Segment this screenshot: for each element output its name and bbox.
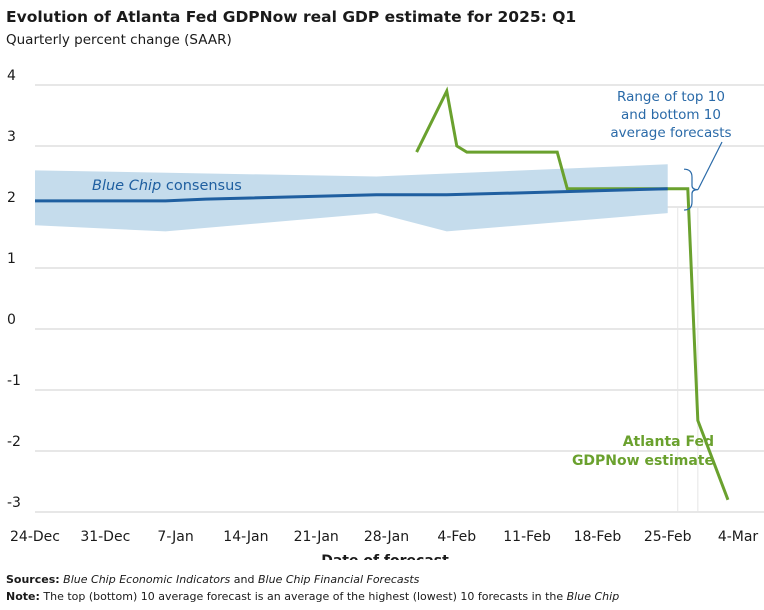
chart-subtitle: Quarterly percent change (SAAR) [6,32,232,48]
blue-chip-label: Blue Chip consensus [92,178,242,194]
note-text: The top (bottom) 10 average forecast is … [39,590,567,603]
x-tick-label: 21-Jan [294,529,339,545]
x-tick-label: 24-Dec [10,529,60,545]
gdpnow-estimate-line [415,86,730,501]
y-tick-label: 4 [7,68,16,84]
range-label-line: average forecasts [610,125,731,141]
x-tick-label: 4-Feb [437,529,476,545]
x-tick-label: 18-Feb [574,529,622,545]
footnote: Note: The top (bottom) 10 average foreca… [6,590,619,603]
y-tick-label: 1 [7,251,16,267]
forecast-range-band [35,164,668,232]
x-tick-label: 11-Feb [503,529,551,545]
range-label-line: and bottom 10 [621,107,721,123]
range-leader-line [697,141,723,190]
y-tick-label: -1 [7,373,21,389]
chart-svg: -3 -2 -1 0 1 2 3 4 24-Dec 31-Dec 7-Jan 14-Jan 21-Jan… [7,68,764,560]
x-tick-label: 14-Jan [223,529,268,545]
y-tick-label: -2 [7,434,21,450]
chart-title: Evolution of Atlanta Fed GDPNow real GDP… [6,8,577,26]
blue-chip-label-italic: Blue Chip [92,178,166,194]
sources-part2: Blue Chip Financial Forecasts [258,573,420,586]
x-tick-label: 28-Jan [364,529,409,545]
note-italic: Blue Chip [566,590,620,603]
gdpnow-label-line: GDPNow estimate [572,453,714,469]
sources-note: Sources: Blue Chip Economic Indicators a… [6,573,419,586]
blue-chip-label-rest: consensus [166,178,242,194]
y-tick-label: 2 [7,190,16,206]
sources-label: Sources: [6,573,60,586]
gdpnow-label-line: Atlanta Fed [623,434,714,450]
sources-and: and [230,573,258,586]
range-label-line: Range of top 10 [617,89,725,105]
y-tick-label: 0 [7,312,16,328]
x-tick-label: 4-Mar [718,529,759,545]
x-tick-label: 31-Dec [80,529,130,545]
note-label: Note: [6,590,40,603]
x-tick-label: 7-Jan [157,529,193,545]
y-tick-label: 3 [7,129,16,145]
y-tick-label: -3 [7,495,21,511]
x-axis-title: Date of forecast [321,553,449,560]
sources-part1: Blue Chip Economic Indicators [63,573,231,586]
x-tick-label: 25-Feb [644,529,692,545]
blue-chip-consensus-line [35,187,668,203]
